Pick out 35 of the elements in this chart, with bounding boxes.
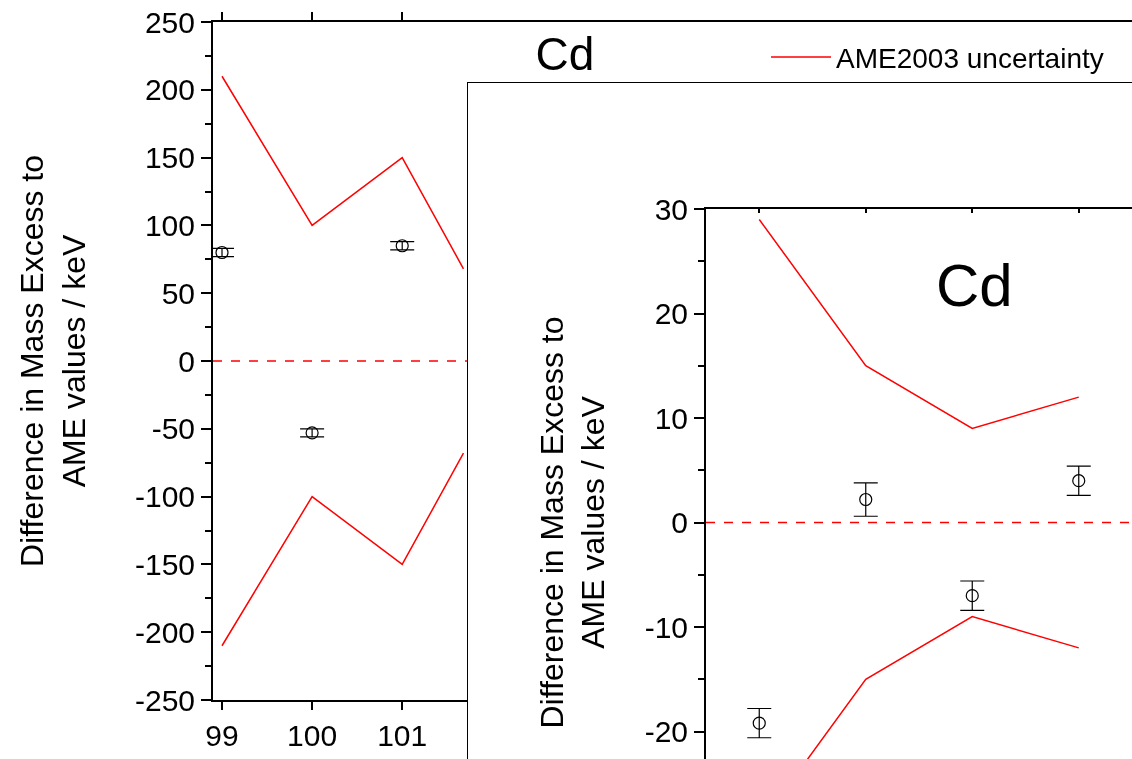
point [215, 245, 229, 260]
y-tick-label: 0 [178, 344, 195, 378]
text: Cd [936, 252, 1013, 320]
point [1072, 474, 1086, 488]
y-tick-label: -10 [644, 610, 688, 644]
y-tick-label: 200 [144, 73, 195, 107]
x-tick-label: 99 [205, 719, 239, 752]
y-tick-label: 10 [654, 401, 688, 435]
y-tick-label: 100 [144, 208, 195, 242]
y-tick-label: -150 [134, 547, 195, 581]
legend-label: AME2003 uncertainty [836, 42, 1104, 74]
point [395, 239, 409, 253]
y-tick-label: 20 [654, 297, 688, 330]
point [305, 426, 319, 440]
x-tick-label: 101 [377, 719, 428, 752]
line-series [758, 218, 1080, 430]
point [965, 589, 979, 603]
point [752, 716, 766, 730]
y-tick-label: -20 [644, 715, 688, 748]
y-tick-label: -200 [134, 615, 195, 649]
y-tick-label: 30 [654, 192, 688, 226]
y-tick-label: 250 [144, 5, 195, 39]
y-tick-label: 50 [161, 276, 195, 310]
y-tick-label: -250 [134, 683, 195, 717]
point [859, 492, 873, 507]
y-tick-label: 150 [144, 141, 195, 175]
y-tick-label: -100 [134, 480, 195, 514]
y-tick-label: 0 [671, 506, 688, 539]
y-axis-title: Difference in Mass Excess to AME values / keV [14, 154, 92, 568]
line-series [221, 75, 465, 270]
y-tick-label: -50 [151, 412, 195, 446]
y-axis-title: Difference in Mass Excess to AME values / keV [533, 316, 612, 729]
line-series [221, 452, 465, 647]
chart-title: Cd [535, 27, 595, 80]
x-tick-label: 100 [287, 719, 338, 752]
